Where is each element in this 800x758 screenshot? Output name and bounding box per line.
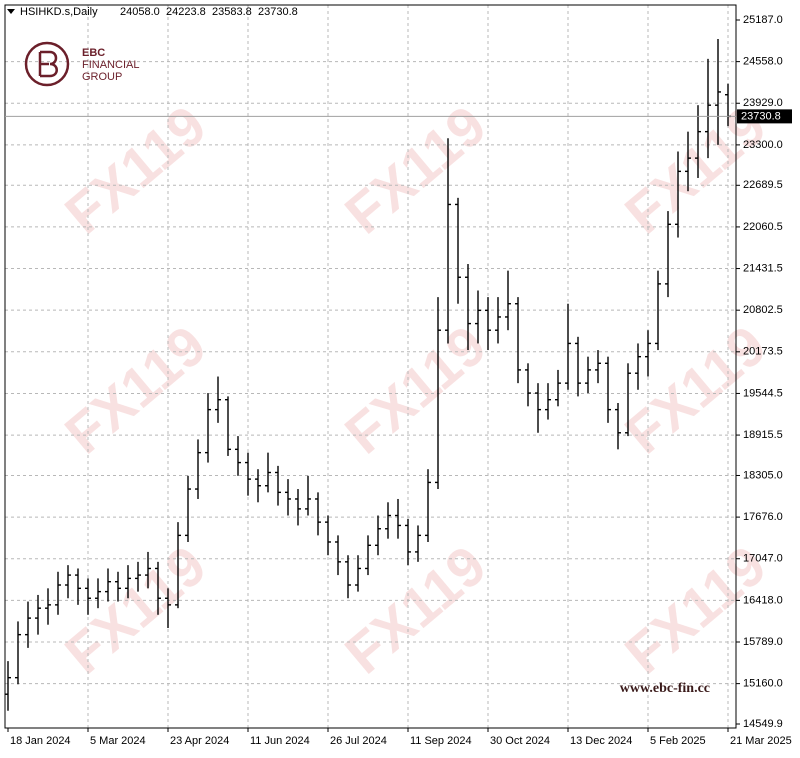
y-tick-label: 14549.9 xyxy=(743,718,783,730)
y-tick-label: 23300.0 xyxy=(743,139,783,151)
brand-name: EBC xyxy=(82,47,105,59)
watermark: FX119 xyxy=(333,313,498,465)
symbol: HSIHKD.s,Daily xyxy=(20,6,98,18)
y-tick-label: 22689.5 xyxy=(743,179,783,191)
logo: EBC FINANCIAL GROUP xyxy=(24,41,139,87)
x-tick-label: 11 Sep 2024 xyxy=(410,735,472,747)
y-tick-label: 20802.5 xyxy=(743,304,783,316)
x-tick-label: 21 Mar 2025 xyxy=(730,735,792,747)
y-tick-label: 24558.0 xyxy=(743,56,783,68)
y-tick-label: 25187.0 xyxy=(743,14,783,26)
header: HSIHKD.s,Daily 24058.0 24223.8 23583.8 2373… xyxy=(7,6,298,18)
y-tick-label: 15160.0 xyxy=(743,678,783,690)
y-tick-label: 17047.0 xyxy=(743,553,783,565)
brand-line: GROUP xyxy=(82,71,122,83)
y-tick-label: 15789.0 xyxy=(743,636,783,648)
x-tick-label: 26 Jul 2024 xyxy=(330,735,387,747)
watermark: FX119 xyxy=(53,533,218,685)
price-label-box xyxy=(737,109,792,124)
y-tick-label: 19544.5 xyxy=(743,387,783,399)
price-label: 23730.8 xyxy=(741,110,781,122)
x-tick-label: 5 Mar 2024 xyxy=(90,735,146,747)
y-tick-label: 20173.5 xyxy=(743,346,783,358)
x-tick-label: 18 Jan 2024 xyxy=(10,735,71,747)
y-tick-label: 18915.5 xyxy=(743,429,783,441)
header-arrow xyxy=(7,9,15,14)
watermark: FX119 xyxy=(53,313,218,465)
y-tick-label: 22060.5 xyxy=(743,221,783,233)
logo-mark xyxy=(38,50,58,78)
x-tick-label: 23 Apr 2024 xyxy=(170,735,229,747)
header-value: 23730.8 xyxy=(258,6,298,18)
header-value: 24223.8 xyxy=(166,6,206,18)
plot-frame xyxy=(4,4,737,729)
y-tick-label: 16418.0 xyxy=(743,594,783,606)
grid xyxy=(5,5,736,728)
y-tick-label: 23929.0 xyxy=(743,97,783,109)
x-tick-label: 13 Dec 2024 xyxy=(570,735,632,747)
x-tick-label: 5 Feb 2025 xyxy=(650,735,706,747)
x-tick-label: 11 Jun 2024 xyxy=(250,735,310,747)
y-tick-label: 21431.5 xyxy=(743,262,783,274)
x-tick-label: 30 Oct 2024 xyxy=(490,735,550,747)
header-value: 23583.8 xyxy=(212,6,252,18)
logo-ring xyxy=(24,41,70,87)
header-value: 24058.0 xyxy=(120,6,160,18)
y-tick-label: 17676.0 xyxy=(743,511,783,523)
y-tick-label: 18305.0 xyxy=(743,469,783,481)
website: www.ebc-fin.cc xyxy=(620,681,710,696)
brand-line: FINANCIAL xyxy=(82,59,139,71)
